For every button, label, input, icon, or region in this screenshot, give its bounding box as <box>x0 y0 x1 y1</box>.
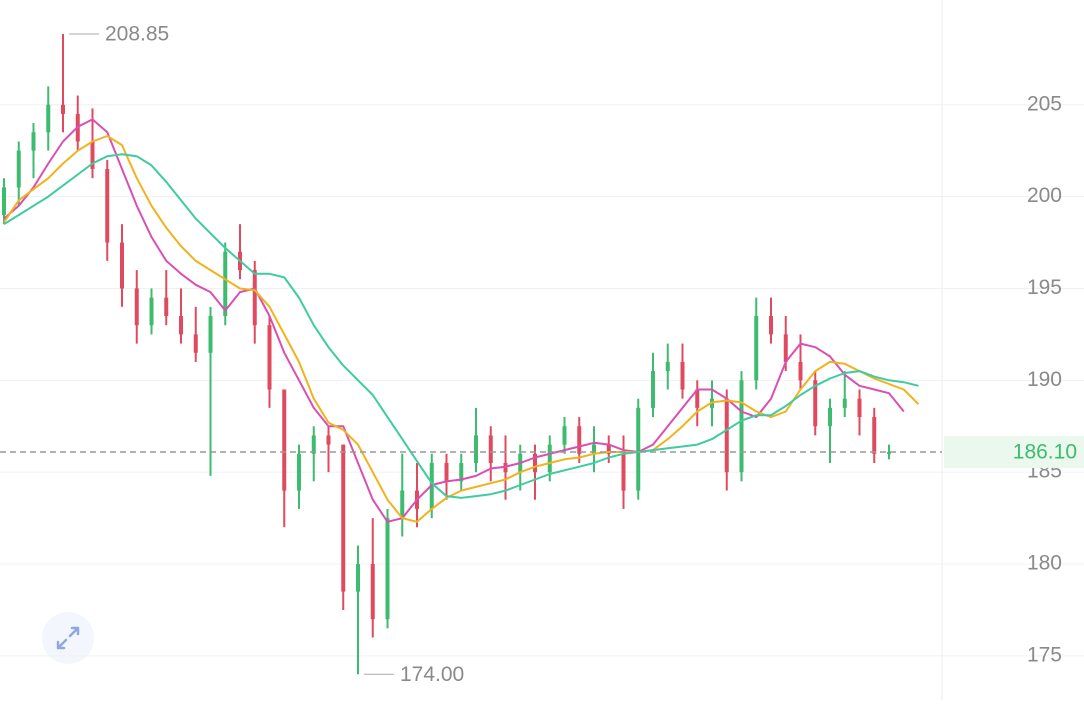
candle-body <box>149 297 154 326</box>
candle-body <box>488 435 493 463</box>
candle-body <box>606 444 611 454</box>
candle-body <box>562 426 567 445</box>
candle-body <box>680 361 685 390</box>
candle-body <box>341 444 346 592</box>
candle-body <box>783 334 788 362</box>
candle-body <box>370 564 375 620</box>
high-marker-label: 208.85 <box>105 23 169 46</box>
candle-body <box>134 288 139 326</box>
candle-body <box>857 398 862 418</box>
y-tick-label: 200 <box>1027 184 1062 207</box>
candle-body <box>120 242 124 289</box>
candle-body <box>400 490 405 519</box>
candle-body <box>326 435 331 445</box>
candle-body <box>592 444 596 454</box>
expand-button[interactable] <box>42 612 94 664</box>
low-marker-label: 174.00 <box>400 663 464 686</box>
expand-button-bg[interactable] <box>42 612 94 664</box>
candle-body <box>872 417 877 454</box>
y-tick-label: 190 <box>1027 368 1062 391</box>
candle-body <box>252 270 257 326</box>
candle-body <box>636 407 641 491</box>
candle-body <box>533 453 537 473</box>
y-tick-label: 205 <box>1027 92 1062 115</box>
candle-body <box>61 104 65 114</box>
candle-body <box>193 334 198 353</box>
candle-body <box>31 132 36 151</box>
candle-body <box>90 141 95 170</box>
candle-body <box>179 316 183 335</box>
last-price-box <box>944 435 1084 468</box>
y-tick-label: 195 <box>1027 276 1062 299</box>
candle-body <box>223 251 228 317</box>
candle-body <box>813 380 818 427</box>
candle-body <box>208 316 213 353</box>
candle-body <box>16 150 21 188</box>
candle-body <box>459 462 464 482</box>
candle-body <box>621 453 626 491</box>
candle-body <box>695 389 700 408</box>
candle-body <box>297 453 301 491</box>
candle-body <box>577 426 582 454</box>
candle-body <box>311 435 316 454</box>
moving-average-line <box>3 153 919 499</box>
last-price-label: 186.10 <box>1013 441 1077 464</box>
y-tick-label: 180 <box>1027 552 1062 575</box>
moving-average-line <box>3 118 905 523</box>
candle-body <box>739 380 744 473</box>
candle-body <box>887 451 891 454</box>
candle-body <box>164 297 169 317</box>
candle-body <box>105 169 110 243</box>
candle-body <box>385 518 390 620</box>
candle-body <box>724 398 729 473</box>
candle-body <box>444 462 449 482</box>
candle-body <box>282 389 287 491</box>
candle-body <box>842 398 847 408</box>
candle-body <box>798 361 803 381</box>
candle-body <box>356 564 360 592</box>
candle-body <box>828 407 832 427</box>
candle-body <box>754 316 759 381</box>
expand-icon[interactable] <box>56 626 80 650</box>
y-tick-label: 175 <box>1027 643 1062 666</box>
candle-body <box>665 361 670 372</box>
candle-body <box>474 435 478 463</box>
candle-body <box>651 371 655 408</box>
candle-body <box>2 187 6 215</box>
candle-body <box>769 316 773 335</box>
candle-body <box>267 325 272 390</box>
candle-body <box>547 444 552 473</box>
candle-body <box>46 104 51 133</box>
